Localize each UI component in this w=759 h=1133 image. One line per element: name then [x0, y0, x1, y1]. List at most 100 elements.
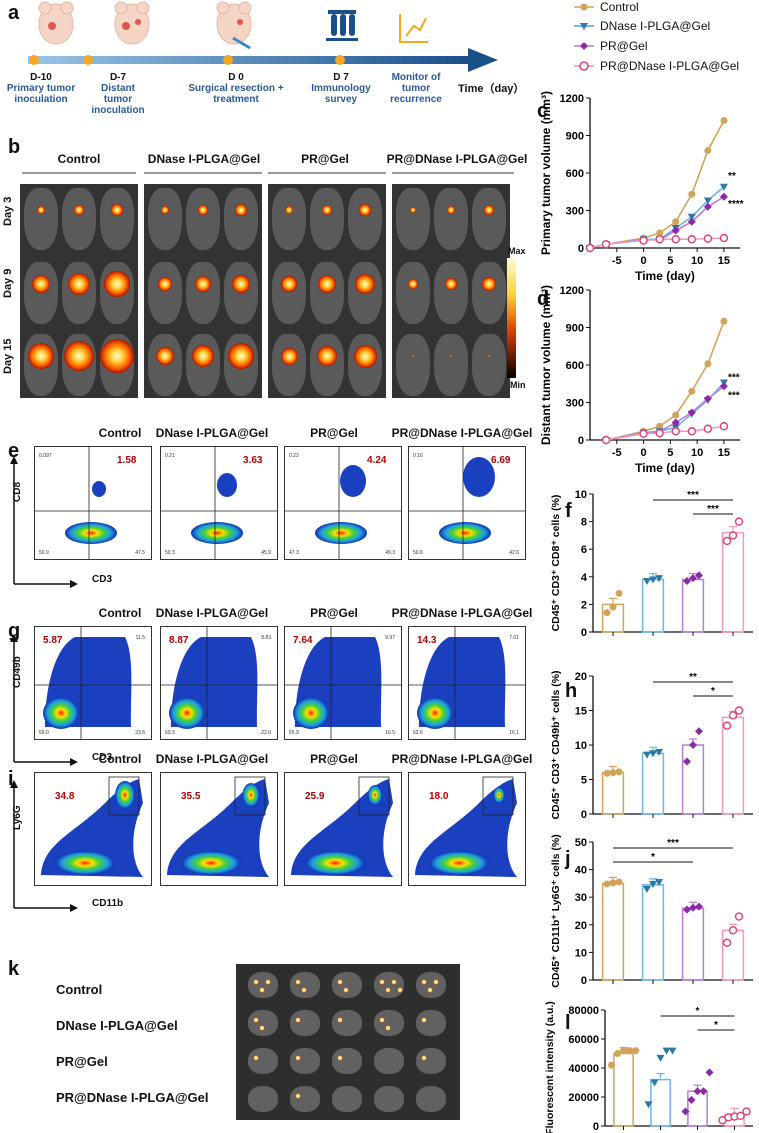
y-axis-title: Fluorescent intensity (a.u.) [544, 1001, 556, 1133]
y-tick-label: 900 [566, 323, 584, 335]
density-plot [415, 776, 517, 877]
y-tick-label: 5 [581, 775, 587, 787]
data-point [603, 609, 611, 617]
bar [681, 744, 705, 815]
data-point [689, 903, 697, 912]
y-tick-label: 40000 [568, 1063, 599, 1075]
mouse-image [224, 188, 258, 250]
mouse-image [148, 262, 182, 324]
data-point [687, 1095, 696, 1104]
data-point [601, 240, 611, 249]
tumor-signal [158, 277, 172, 291]
x-tick-label: 15 [718, 447, 730, 459]
tumor-signal [484, 205, 494, 215]
y-tick-label: 1200 [560, 285, 584, 297]
data-point [639, 429, 648, 438]
tumor-signal [228, 343, 254, 369]
x-tick-label: -5 [612, 447, 622, 459]
flow-plot: 35.5 [160, 772, 278, 886]
quadrant-value: 62.6 [413, 730, 423, 736]
data-point [728, 926, 738, 935]
panel-label-i: i [8, 768, 14, 790]
data-point [719, 192, 728, 201]
data-point [720, 117, 728, 124]
data-point [722, 938, 732, 947]
panel-label-j: j [565, 848, 571, 870]
data-point [687, 235, 696, 244]
y-tick-label: 30 [575, 892, 587, 904]
y-tick-label: 8 [581, 517, 587, 529]
density-plot [291, 776, 393, 877]
k-row-label: DNase I-PLGA@Gel [56, 1018, 178, 1033]
quadrant-value: 45.9 [261, 550, 271, 556]
lung-tissue [332, 972, 362, 998]
data-point [720, 317, 728, 325]
legend-item-pr: PR@Gel [600, 39, 648, 53]
lung-image [236, 964, 460, 1120]
tumor-signal [445, 278, 457, 290]
flow-plot: 6.69 0.16 50.6 42.6 [408, 446, 526, 560]
lung-tissue [416, 1086, 446, 1112]
data-point [728, 531, 738, 540]
mouse-icon [114, 1, 150, 45]
flow-plot: 8.87 8.83 60.3 22.0 [160, 626, 278, 740]
density-plot [285, 627, 401, 739]
bar [601, 882, 625, 981]
tumor-signal [195, 276, 211, 292]
timeline-arrow [468, 48, 498, 72]
flow-plot: 14.3 7.01 62.6 16.1 [408, 626, 526, 740]
y-tick-label: 6 [581, 544, 587, 556]
bar-chart-f: 0 2 4 6 8 10 CD45⁺ CD3⁺ CD8⁺ cells (%) *** *** [550, 489, 753, 639]
panel-label-h: h [565, 680, 578, 702]
sig-annotation: * [696, 1006, 700, 1017]
panel-label-l: l [565, 1012, 571, 1034]
lung-tissue [290, 972, 320, 998]
y-axis-title: Distant tumor volume (mm³) [539, 285, 553, 445]
panel-label-g: g [8, 620, 21, 642]
metastasis-spot [254, 980, 258, 984]
tumor-signal [322, 205, 332, 215]
quadrant-value: 7.01 [509, 635, 519, 641]
data-point [734, 912, 744, 921]
flow-header: PR@DNase I-PLGA@Gel [391, 426, 533, 440]
data-point [615, 768, 623, 776]
gate-percentage: 6.69 [491, 455, 511, 466]
gate-percentage: 4.24 [367, 455, 387, 466]
data-point [615, 589, 623, 597]
group-header: PR@Gel [301, 152, 349, 166]
data-point [643, 751, 651, 759]
data-point [655, 235, 664, 244]
panel-label-b: b [8, 136, 21, 158]
ivis-group-image [20, 184, 138, 398]
y-tick-label: 0 [581, 809, 587, 821]
sig-annotation: ** [689, 672, 697, 683]
data-point [728, 711, 738, 720]
data-point [649, 576, 657, 584]
mouse-image [472, 262, 506, 324]
data-point [662, 1047, 671, 1055]
metastasis-spot [266, 980, 270, 984]
tumor-signal [284, 205, 294, 215]
x-tick-label: 10 [691, 255, 703, 267]
quadrant-value: 47.5 [135, 550, 145, 556]
gate-percentage: 34.8 [55, 791, 75, 802]
tumor-signal [449, 354, 453, 358]
tumor-signal [192, 345, 214, 367]
tumor-signal [99, 338, 135, 374]
y-tick-label: 10 [575, 947, 587, 959]
x-axis-label-e: CD3 [92, 574, 113, 585]
panel-label-a: a [8, 2, 20, 24]
tumor-signal [31, 274, 51, 294]
quadrant-value: 0.097 [39, 453, 52, 459]
timeline [28, 1, 498, 72]
sig-annotation: * [651, 852, 655, 863]
data-point [649, 880, 657, 888]
data-point [656, 229, 664, 237]
series-line-0 [589, 120, 725, 249]
lung-tissue [332, 1048, 362, 1074]
mouse-image [310, 188, 344, 250]
ivis-group-image [392, 184, 510, 398]
metastasis-spot [338, 1018, 342, 1022]
density-plot [161, 627, 277, 739]
